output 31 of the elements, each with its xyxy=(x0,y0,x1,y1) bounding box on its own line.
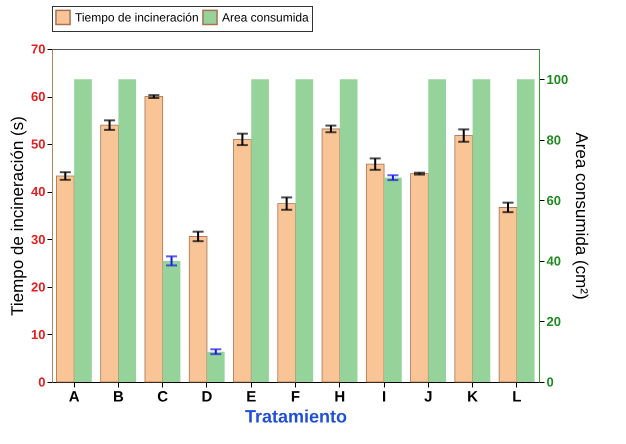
y-tick-label: 30 xyxy=(31,232,46,247)
y-tick-label: 10 xyxy=(31,326,46,342)
y2-tick-label: 20 xyxy=(546,314,561,329)
y-tick-label: 40 xyxy=(31,184,46,200)
y2-tick-label: 0 xyxy=(546,374,554,390)
y2-tick-label: 100 xyxy=(546,72,568,87)
y2-tick-label: 60 xyxy=(546,192,561,208)
y2-axis-title: Area consumida (cm²) xyxy=(572,132,592,300)
x-axis-title: Tratamiento xyxy=(244,406,348,426)
y-tick-label: 50 xyxy=(31,136,46,152)
y-tick-label: 60 xyxy=(31,89,46,104)
y-tick-label: 70 xyxy=(31,42,46,56)
y-axis-title: Tiempo de incineración (s) xyxy=(8,116,28,316)
x-tick-label: C xyxy=(157,388,168,406)
x-tick-label: E xyxy=(246,388,256,406)
y2-tick-label: 40 xyxy=(546,253,561,268)
x-tick-label: F xyxy=(290,388,300,406)
x-tick-label: H xyxy=(334,388,346,406)
y-tick-label: 0 xyxy=(38,374,46,390)
legend-label: Area consumida xyxy=(222,10,310,24)
x-tick-label: J xyxy=(424,388,432,406)
x-tick-label: I xyxy=(382,388,386,406)
legend-label: Tiempo de incineración xyxy=(75,10,199,24)
bar xyxy=(188,236,208,382)
y-tick-label: 20 xyxy=(31,279,46,294)
x-tick-label: K xyxy=(467,388,478,406)
x-tick-label: L xyxy=(512,388,522,406)
x-tick-label: B xyxy=(112,388,124,406)
y2-tick-label: 80 xyxy=(546,132,561,148)
x-tick-label: D xyxy=(202,388,213,406)
x-tick-label: A xyxy=(68,388,80,406)
